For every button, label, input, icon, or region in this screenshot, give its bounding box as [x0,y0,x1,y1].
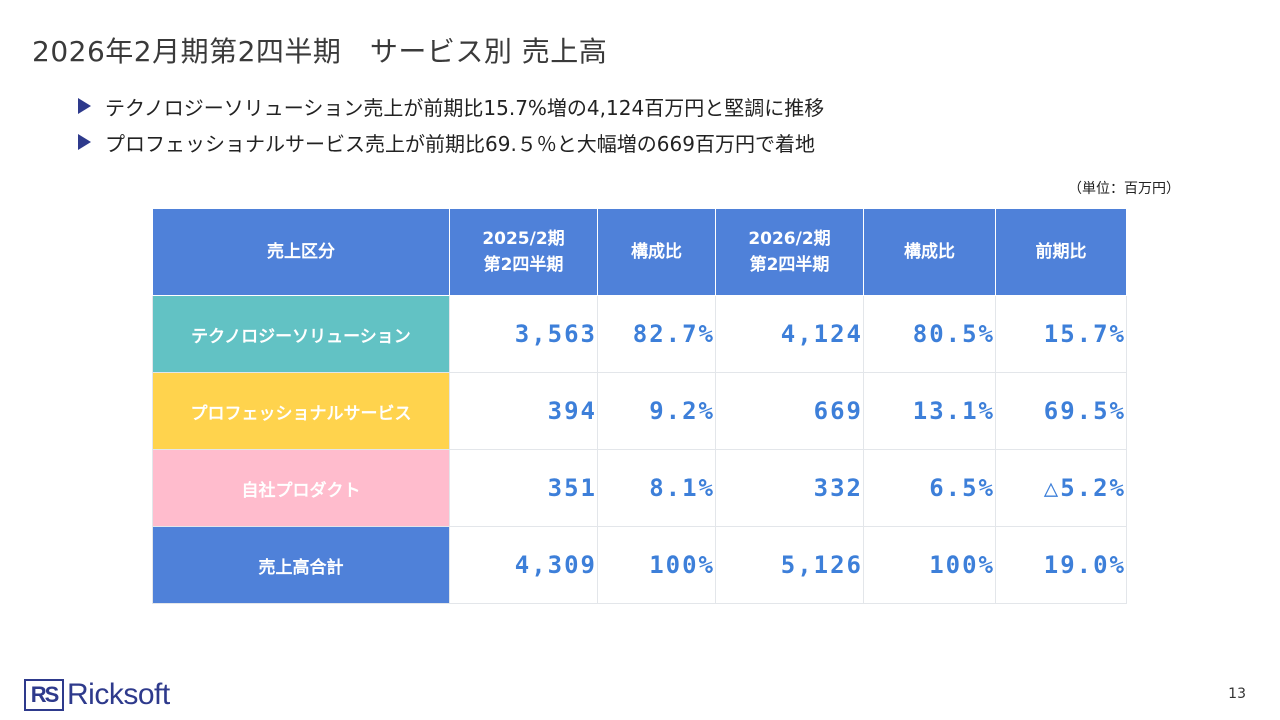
header-fy2026-q2: 2026/2期 第2四半期 [715,208,864,296]
header-ratio-2026: 構成比 [863,208,996,296]
value-cell: 8.1% [597,449,716,527]
unit-note: （単位：百万円） [1068,181,1180,197]
value-cell: 15.7% [995,295,1127,373]
slide-title: 2026年2月期第2四半期 サービス別 売上高 [32,35,608,68]
value-cell: 6.5% [863,449,996,527]
value-cell: 82.7% [597,295,716,373]
value-cell: 332 [715,449,864,527]
header-ratio-2025: 構成比 [597,208,716,296]
value-cell: 9.2% [597,372,716,450]
page-number: 13 [1228,686,1246,702]
header-yoy: 前期比 [995,208,1127,296]
bullet-item: プロフェッショナルサービス売上が前期比69.５％と大幅増の669百万円で着地 [78,124,824,160]
table-row: テクノロジーソリューション 3,563 82.7% 4,124 80.5% 15.7% [152,295,1127,373]
bullet-item: テクノロジーソリューション売上が前期比15.7%増の4,124百万円と堅調に推移 [78,88,824,124]
value-cell: 4,124 [715,295,864,373]
header-category: 売上区分 [152,208,450,296]
value-cell: 394 [449,372,598,450]
value-cell: 4,309 [449,526,598,604]
category-cell: プロフェッショナルサービス [152,372,450,450]
value-cell: 100% [597,526,716,604]
triangle-bullet-icon [78,134,91,150]
table-row: 自社プロダクト 351 8.1% 332 6.5% △5.2% [152,449,1127,527]
value-cell: 19.0% [995,526,1127,604]
category-cell: 自社プロダクト [152,449,450,527]
table-row: 売上高合計 4,309 100% 5,126 100% 19.0% [152,526,1127,604]
table-header-row: 売上区分 2025/2期 第2四半期 構成比 2026/2期 第2四半期 構成比 前… [152,208,1127,296]
bullet-list: テクノロジーソリューション売上が前期比15.7%増の4,124百万円と堅調に推移… [78,88,824,160]
value-cell: △5.2% [995,449,1127,527]
table-row: プロフェッショナルサービス 394 9.2% 669 13.1% 69.5% [152,372,1127,450]
bullet-text: プロフェッショナルサービス売上が前期比69.５％と大幅増の669百万円で着地 [105,131,815,156]
sales-table: 売上区分 2025/2期 第2四半期 構成比 2026/2期 第2四半期 構成比 前… [152,208,1127,604]
logo-name: Ricksoft [67,678,170,711]
value-cell: 5,126 [715,526,864,604]
category-cell: 売上高合計 [152,526,450,604]
value-cell: 351 [449,449,598,527]
header-fy2025-q2: 2025/2期 第2四半期 [449,208,598,296]
value-cell: 80.5% [863,295,996,373]
logo-mark: RS [24,679,64,711]
value-cell: 69.5% [995,372,1127,450]
bullet-text: テクノロジーソリューション売上が前期比15.7%増の4,124百万円と堅調に推移 [105,95,825,120]
value-cell: 13.1% [863,372,996,450]
triangle-bullet-icon [78,98,91,114]
category-cell: テクノロジーソリューション [152,295,450,373]
value-cell: 100% [863,526,996,604]
value-cell: 3,563 [449,295,598,373]
company-logo: RS Ricksoft [24,678,170,712]
value-cell: 669 [715,372,864,450]
